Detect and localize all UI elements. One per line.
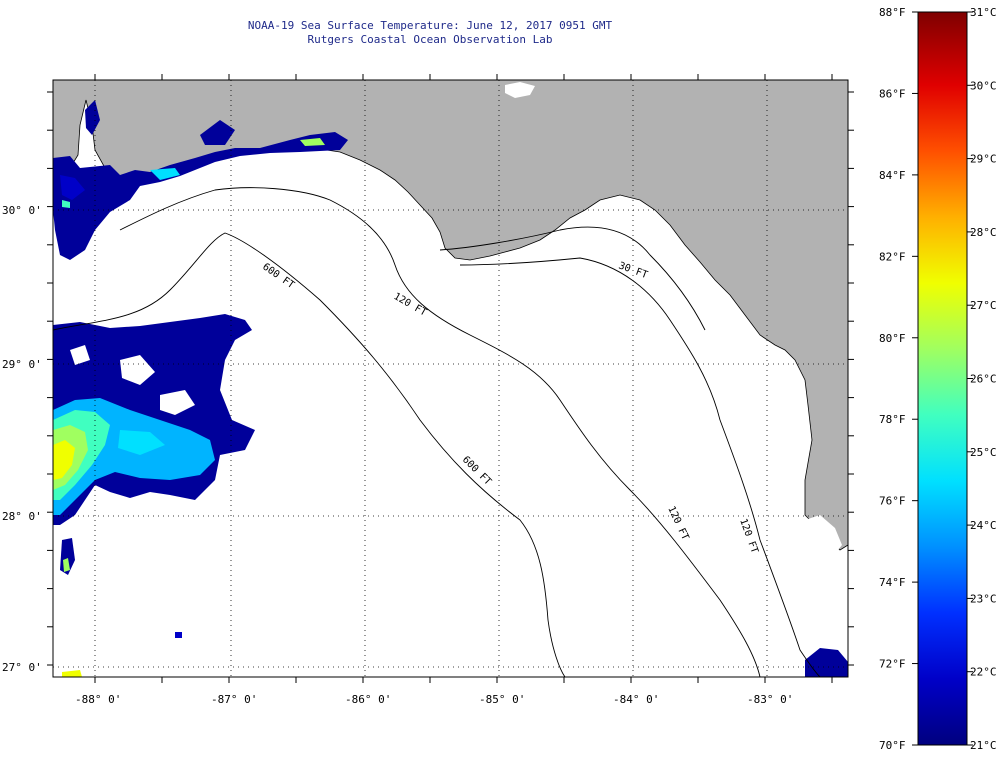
colorbar-gradient [917, 11, 968, 746]
colorbar-f-label: 72°F [879, 658, 906, 671]
colorbar-c-label: 25°C [970, 446, 997, 459]
sst-data-layer [53, 100, 848, 677]
colorbar-f-label: 76°F [879, 495, 906, 508]
colorbar-f-label: 78°F [879, 413, 906, 426]
lon-label-85: -85° 0' [479, 693, 525, 706]
map-title: NOAA-19 Sea Surface Temperature: June 12… [0, 19, 860, 47]
coastal-water-patch [805, 515, 842, 560]
colorbar-f-label: 84°F [879, 169, 906, 182]
temperature-colorbar: 88°F 86°F 84°F 82°F 80°F 78°F 76°F 74°F 72°F 70°F… [879, 6, 997, 752]
colorbar-f-label: 82°F [879, 250, 906, 263]
colorbar-f-label: 70°F [879, 739, 906, 752]
colorbar-c-label: 30°C [970, 79, 997, 92]
colorbar-c-label: 28°C [970, 226, 997, 239]
colorbar-c-label: 26°C [970, 373, 997, 386]
colorbar-c-label: 22°C [970, 666, 997, 679]
lat-label-30: 30° 0' [2, 204, 42, 217]
colorbar-c-label: 21°C [970, 739, 997, 752]
colorbar-f-label: 88°F [879, 6, 906, 19]
colorbar-f-label: 74°F [879, 576, 906, 589]
colorbar-celsius-labels: 31°C 30°C 29°C 28°C 27°C 26°C 25°C 24°C 23°C 22°C… [967, 6, 997, 752]
colorbar-fahrenheit-labels: 88°F 86°F 84°F 82°F 80°F 78°F 76°F 74°F 72°F 70°F [879, 6, 918, 752]
frame-ticks [47, 74, 854, 683]
colorbar-c-label: 24°C [970, 519, 997, 532]
longitude-axis: -88° 0' -87° 0' -86° 0' -85° 0' -84° 0' … [75, 693, 793, 706]
inland-lake [505, 82, 535, 98]
title-line-1: NOAA-19 Sea Surface Temperature: June 12… [247, 19, 613, 32]
colorbar-c-label: 29°C [970, 153, 997, 166]
lon-label-84: -84° 0' [613, 693, 659, 706]
lon-label-83: -83° 0' [747, 693, 793, 706]
colorbar-c-label: 27°C [970, 299, 997, 312]
latitude-axis: 30° 0' 29° 0' 28° 0' 27° 0' [2, 204, 42, 674]
lat-label-29: 29° 0' [2, 358, 42, 371]
title-line-2: Rutgers Coastal Ocean Observation Lab [307, 33, 553, 46]
colorbar-f-label: 86°F [879, 87, 906, 100]
lon-label-88: -88° 0' [75, 693, 121, 706]
lon-label-86: -86° 0' [345, 693, 391, 706]
colorbar-f-label: 80°F [879, 332, 906, 345]
lat-label-27: 27° 0' [2, 661, 42, 674]
colorbar-c-label: 23°C [970, 592, 997, 605]
colorbar-c-label: 31°C [970, 6, 997, 19]
lon-label-87: -87° 0' [211, 693, 257, 706]
plot-border [52, 79, 849, 678]
lat-label-28: 28° 0' [2, 510, 42, 523]
isobath-contours [53, 187, 821, 677]
